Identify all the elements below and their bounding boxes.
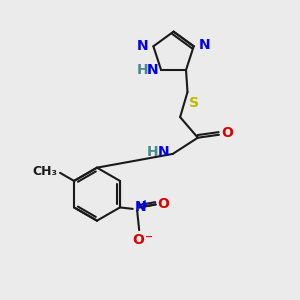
- Text: S: S: [189, 96, 199, 110]
- Text: H: H: [137, 63, 149, 77]
- Text: +: +: [141, 199, 149, 208]
- Text: O: O: [221, 126, 233, 140]
- Text: ⁻: ⁻: [145, 232, 153, 247]
- Text: CH₃: CH₃: [33, 165, 58, 178]
- Text: O: O: [132, 233, 144, 247]
- Text: N: N: [199, 38, 211, 52]
- Text: N: N: [135, 200, 147, 214]
- Text: H: H: [146, 146, 158, 159]
- Text: N: N: [147, 63, 159, 77]
- Text: O: O: [157, 197, 169, 211]
- Text: N: N: [136, 39, 148, 53]
- Text: N: N: [158, 146, 169, 159]
